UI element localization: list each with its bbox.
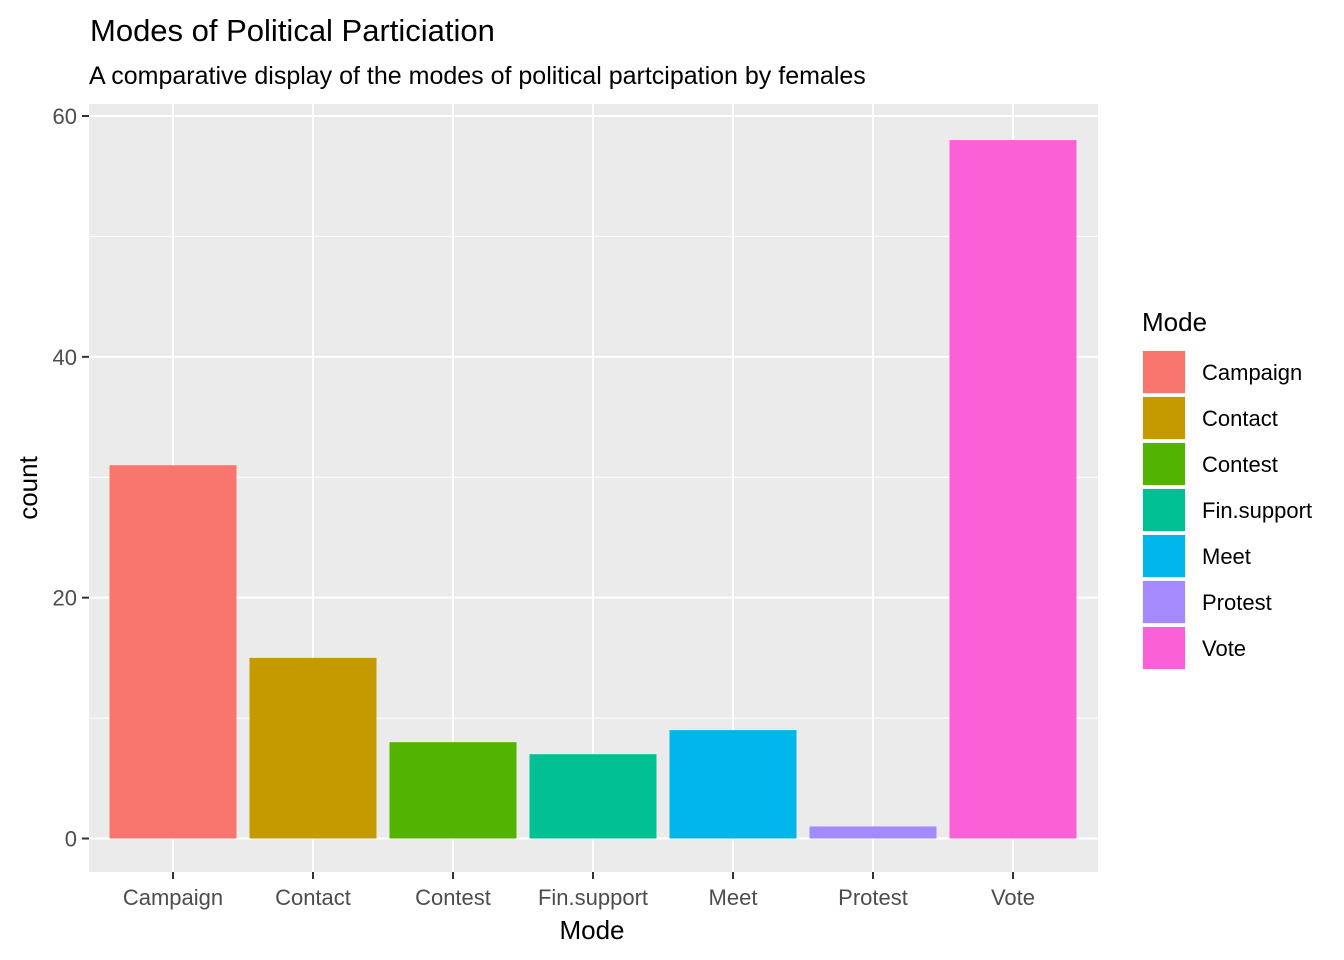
bar-contest xyxy=(389,742,517,839)
x-tick-label: Vote xyxy=(991,885,1035,910)
y-axis-title: count xyxy=(13,455,43,519)
y-axis: 0 20 40 60 xyxy=(53,104,89,852)
legend-swatch xyxy=(1143,535,1185,577)
legend-label: Contact xyxy=(1202,406,1278,431)
legend-label: Contest xyxy=(1202,452,1278,477)
y-tick-label: 20 xyxy=(53,586,77,611)
legend-swatch xyxy=(1143,397,1185,439)
bars xyxy=(109,140,1077,839)
legend-items: Campaign Contact Contest Fin.support Meet Pro… xyxy=(1142,350,1312,670)
legend-swatch xyxy=(1143,627,1185,669)
legend: Mode Campaign Contact Contest Fin.support Me… xyxy=(1142,307,1312,670)
legend-title: Mode xyxy=(1142,307,1207,337)
legend-label: Protest xyxy=(1202,590,1272,615)
legend-label: Vote xyxy=(1202,636,1246,661)
legend-swatch xyxy=(1143,351,1185,393)
bar-contact xyxy=(249,657,377,839)
legend-label: Meet xyxy=(1202,544,1251,569)
x-axis-title: Mode xyxy=(559,915,624,945)
chart-title: Modes of Political Particiation xyxy=(90,13,495,48)
legend-swatch xyxy=(1143,581,1185,623)
legend-label: Campaign xyxy=(1202,360,1302,385)
chart-subtitle: A comparative display of the modes of po… xyxy=(89,62,866,90)
legend-swatch xyxy=(1143,489,1185,531)
y-tick-label: 60 xyxy=(53,104,77,129)
bar-campaign xyxy=(109,465,237,839)
legend-swatch xyxy=(1143,443,1185,485)
x-tick-label: Campaign xyxy=(123,885,223,910)
legend-label: Fin.support xyxy=(1202,498,1312,523)
x-tick-label: Contest xyxy=(415,885,491,910)
bar-fin-support xyxy=(529,754,657,839)
x-tick-label: Meet xyxy=(709,885,758,910)
bar-vote xyxy=(949,140,1077,839)
y-tick-label: 40 xyxy=(53,345,77,370)
x-tick-label: Protest xyxy=(838,885,908,910)
y-tick-label: 0 xyxy=(65,827,77,852)
x-axis: Campaign Contact Contest Fin.support Meet Pro… xyxy=(123,872,1035,910)
x-tick-label: Contact xyxy=(275,885,351,910)
x-tick-label: Fin.support xyxy=(538,885,648,910)
bar-protest xyxy=(809,826,937,839)
bar-meet xyxy=(669,730,797,839)
